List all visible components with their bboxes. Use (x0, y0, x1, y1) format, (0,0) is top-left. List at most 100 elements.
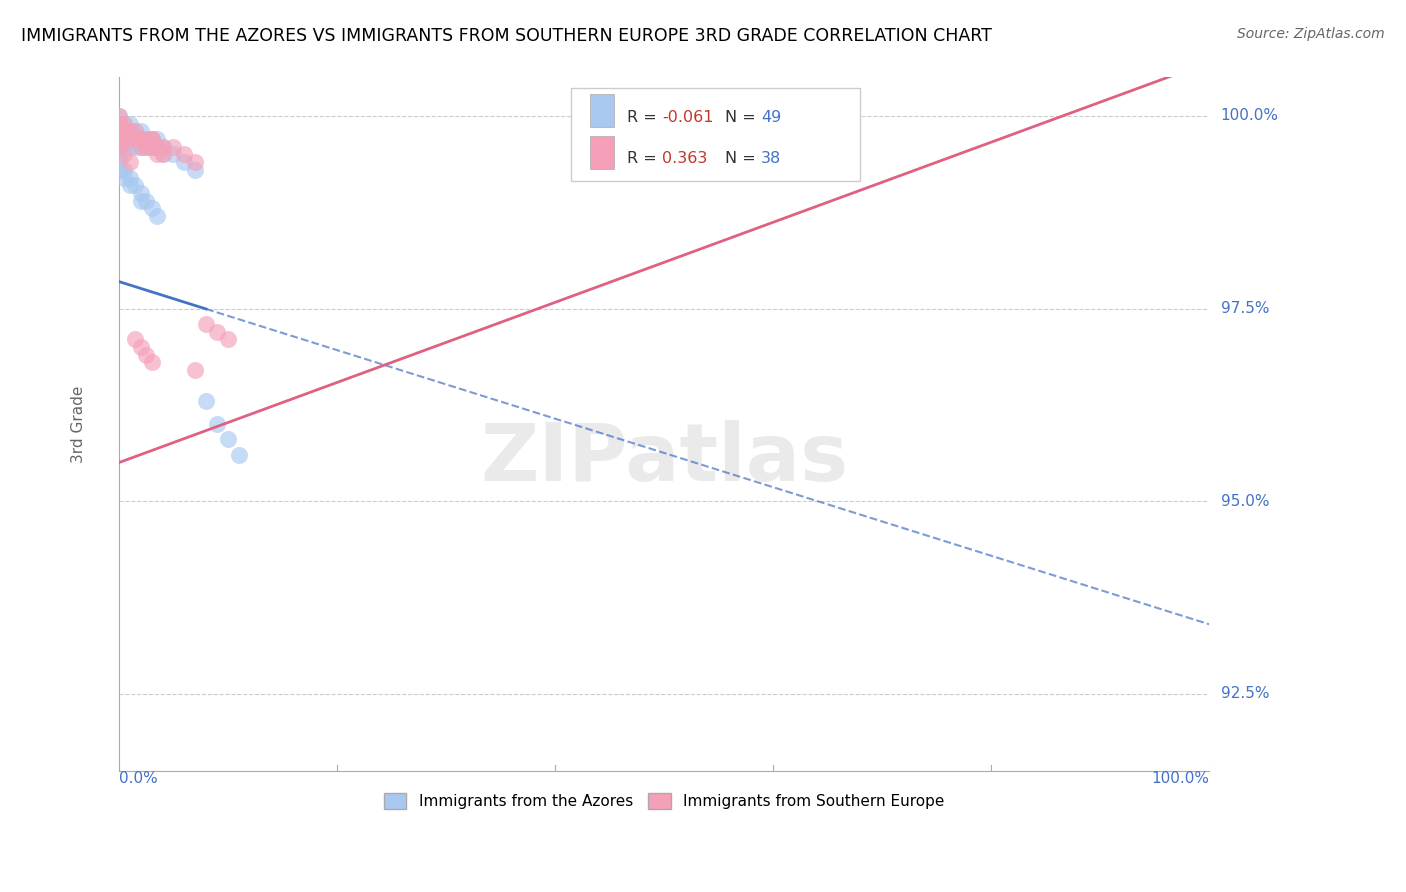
Point (135, 140, 157, 154)
Point (112, 140, 135, 154)
Point (124, 132, 146, 146)
Point (129, 132, 152, 146)
Point (124, 332, 146, 346)
Text: -0.061: -0.061 (662, 110, 713, 125)
Point (228, 448, 250, 462)
Point (118, 178, 141, 193)
Point (141, 202, 163, 216)
Point (195, 317, 218, 331)
Point (173, 147, 195, 161)
Point (152, 147, 174, 161)
Point (118, 117, 141, 131)
Point (129, 340, 152, 354)
Point (152, 140, 174, 154)
Point (135, 132, 157, 146)
Point (118, 124, 141, 138)
Point (129, 132, 152, 146)
Text: 97.5%: 97.5% (1220, 301, 1270, 316)
Point (108, 147, 131, 161)
Point (108, 117, 131, 131)
Text: N =: N = (725, 152, 761, 167)
Point (129, 194, 152, 208)
Point (146, 147, 169, 161)
Point (112, 132, 135, 146)
Point (108, 162, 131, 177)
Point (135, 348, 157, 362)
Point (118, 170, 141, 185)
Point (135, 194, 157, 208)
Point (112, 124, 135, 138)
Point (112, 117, 135, 131)
Text: 3rd Grade: 3rd Grade (72, 385, 86, 463)
Text: 0.0%: 0.0% (120, 771, 157, 786)
Text: 49: 49 (761, 110, 782, 125)
Point (162, 147, 184, 161)
Point (152, 140, 174, 154)
Point (217, 332, 239, 346)
Point (118, 124, 141, 138)
Point (108, 109, 131, 123)
Text: R =: R = (627, 152, 662, 167)
Point (108, 132, 131, 146)
Point (129, 124, 152, 138)
Point (141, 132, 163, 146)
Point (141, 132, 163, 146)
Point (108, 155, 131, 169)
Point (124, 132, 146, 146)
Point (146, 132, 169, 146)
Text: Source: ZipAtlas.com: Source: ZipAtlas.com (1237, 27, 1385, 41)
Point (184, 155, 207, 169)
Point (108, 124, 131, 138)
Point (124, 178, 146, 193)
Point (108, 117, 131, 131)
Text: 92.5%: 92.5% (1220, 686, 1270, 701)
FancyBboxPatch shape (591, 136, 614, 169)
Text: 100.0%: 100.0% (1152, 771, 1209, 786)
Text: 100.0%: 100.0% (1220, 109, 1278, 123)
Legend: Immigrants from the Azores, Immigrants from Southern Europe: Immigrants from the Azores, Immigrants f… (377, 787, 950, 815)
Point (112, 117, 135, 131)
Point (118, 132, 141, 146)
Point (108, 117, 131, 131)
Point (162, 140, 184, 154)
Point (129, 140, 152, 154)
Point (195, 394, 218, 409)
Point (129, 186, 152, 200)
Point (118, 155, 141, 169)
Text: R =: R = (627, 110, 662, 125)
Text: N =: N = (725, 110, 761, 125)
Point (146, 140, 169, 154)
Point (108, 124, 131, 138)
Point (184, 162, 207, 177)
Point (112, 132, 135, 146)
FancyBboxPatch shape (571, 87, 860, 181)
Point (108, 140, 131, 154)
Point (141, 140, 163, 154)
Point (135, 132, 157, 146)
Point (205, 325, 228, 339)
Text: 0.363: 0.363 (662, 152, 707, 167)
Point (112, 147, 135, 161)
Text: 38: 38 (761, 152, 782, 167)
Point (108, 117, 131, 131)
Point (152, 147, 174, 161)
Point (124, 124, 146, 138)
Point (146, 140, 169, 154)
Text: IMMIGRANTS FROM THE AZORES VS IMMIGRANTS FROM SOUTHERN EUROPE 3RD GRADE CORRELAT: IMMIGRANTS FROM THE AZORES VS IMMIGRANTS… (21, 27, 993, 45)
Point (141, 355, 163, 369)
Point (118, 132, 141, 146)
Point (108, 140, 131, 154)
FancyBboxPatch shape (591, 94, 614, 128)
Text: 95.0%: 95.0% (1220, 493, 1270, 508)
Point (146, 209, 169, 223)
Point (124, 124, 146, 138)
Point (141, 132, 163, 146)
Point (108, 124, 131, 138)
Point (118, 124, 141, 138)
Point (135, 140, 157, 154)
Point (112, 170, 135, 185)
Point (108, 124, 131, 138)
Text: ZIPatlas: ZIPatlas (479, 420, 848, 498)
Point (141, 140, 163, 154)
Point (108, 109, 131, 123)
